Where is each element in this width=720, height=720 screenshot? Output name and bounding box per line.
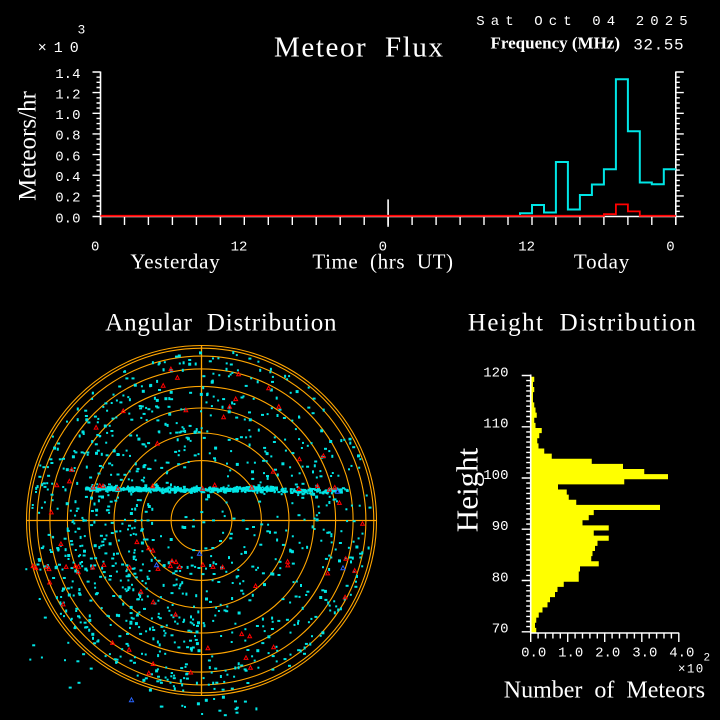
svg-text:0.0: 0.0 — [521, 645, 546, 661]
svg-text:Height Distribution: Height Distribution — [468, 310, 697, 337]
svg-text:Yesterday: Yesterday — [130, 250, 220, 274]
svg-text:Sat Oct 04 2025: Sat Oct 04 2025 — [476, 14, 694, 30]
svg-text:1.0: 1.0 — [55, 108, 80, 124]
svg-text:Number of Meteors: Number of Meteors — [504, 678, 705, 704]
svg-text:90: 90 — [492, 519, 509, 535]
svg-text:32.55: 32.55 — [633, 36, 684, 54]
svg-text:3.0: 3.0 — [632, 645, 657, 661]
svg-text:2.0: 2.0 — [595, 645, 620, 661]
svg-text:0: 0 — [666, 240, 674, 256]
svg-text:0: 0 — [379, 240, 387, 256]
svg-text:Height: Height — [450, 447, 485, 532]
svg-text:120: 120 — [483, 365, 508, 381]
svg-text:Time (hrs UT): Time (hrs UT) — [312, 250, 453, 274]
svg-text:×10: ×10 — [678, 663, 705, 677]
svg-text:110: 110 — [483, 417, 508, 433]
svg-text:80: 80 — [492, 570, 509, 586]
svg-text:70: 70 — [492, 622, 509, 638]
svg-text:2: 2 — [704, 653, 711, 665]
svg-text:1.2: 1.2 — [55, 87, 80, 103]
svg-text:0.4: 0.4 — [55, 170, 80, 186]
svg-text:Meteor Flux: Meteor Flux — [274, 32, 445, 64]
svg-text:4.0: 4.0 — [669, 645, 694, 661]
svg-text:0.8: 0.8 — [55, 129, 80, 145]
svg-text:Meteors/hr: Meteors/hr — [15, 90, 42, 200]
svg-text:1.4: 1.4 — [55, 67, 80, 83]
svg-text:0.6: 0.6 — [55, 149, 80, 165]
svg-text:0.0: 0.0 — [55, 211, 80, 227]
svg-text:Angular Distribution: Angular Distribution — [105, 310, 337, 337]
svg-text:×10: ×10 — [38, 40, 86, 57]
svg-text:1.0: 1.0 — [558, 645, 583, 661]
svg-text:0: 0 — [91, 240, 99, 256]
svg-text:12: 12 — [518, 240, 535, 256]
svg-text:3: 3 — [78, 22, 86, 37]
svg-text:12: 12 — [231, 240, 248, 256]
svg-text:Frequency (MHz): Frequency (MHz) — [491, 34, 621, 53]
svg-text:Today: Today — [574, 250, 630, 274]
svg-text:0.2: 0.2 — [55, 191, 80, 207]
svg-text:100: 100 — [483, 468, 508, 484]
